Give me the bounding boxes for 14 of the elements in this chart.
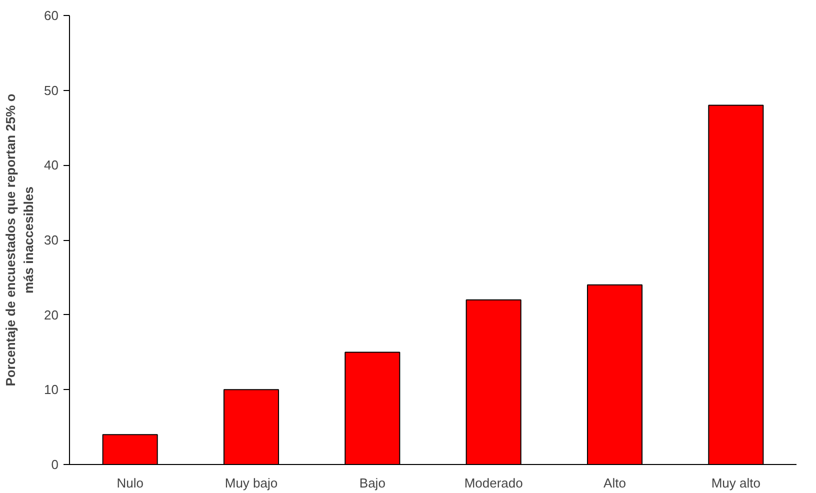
x-tick-label: Muy bajo xyxy=(224,476,278,490)
y-tick-label: 60 xyxy=(44,8,59,23)
x-tick-label: Muy alto xyxy=(711,476,760,490)
x-tick-label: Moderado xyxy=(464,476,523,490)
y-tick-label: 10 xyxy=(44,382,59,398)
y-tick-label: 30 xyxy=(44,232,59,248)
y-axis-title: Porcentaje de encuestados que reportan 25% o más inaccesibles xyxy=(3,94,36,386)
x-tick-label: Nulo xyxy=(116,476,144,490)
y-tick-label: 0 xyxy=(51,457,59,472)
y-tick-label: 20 xyxy=(44,307,59,322)
y-tick-label: 50 xyxy=(44,82,59,98)
x-tick-label: Alto xyxy=(604,476,626,490)
y-tick-label: 40 xyxy=(44,158,59,173)
x-tick-label: Bajo xyxy=(359,476,386,490)
